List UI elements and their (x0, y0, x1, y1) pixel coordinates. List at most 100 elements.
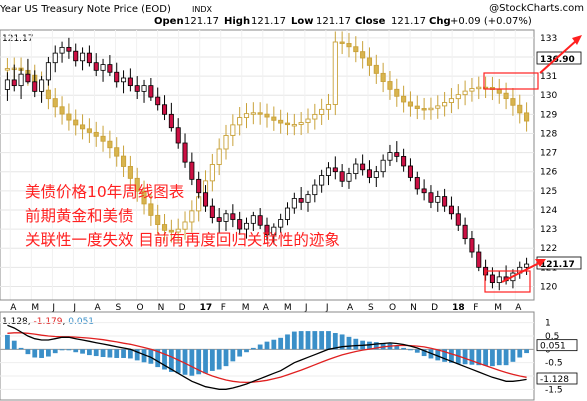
macd-y-tick-label: 0.5 (545, 332, 559, 342)
gold-candle-body (476, 86, 482, 90)
gold-candle-body (243, 113, 250, 119)
macd-histogram-bar (291, 331, 297, 350)
macd-histogram-bar (305, 331, 311, 350)
macd-histogram-bar (442, 349, 448, 362)
gold-candle-body (189, 210, 195, 223)
candle-body (168, 113, 174, 129)
macd-histogram-bar (39, 349, 44, 358)
high-label: High (224, 16, 250, 27)
x-tick-label: J (51, 303, 55, 313)
candle-body (298, 198, 304, 203)
gold-candle-body (66, 113, 72, 121)
gold-candle-body (100, 135, 106, 142)
candle-body (100, 64, 106, 71)
macd-histogram-bar (319, 331, 325, 350)
gold-candle-body (250, 112, 256, 115)
candle-body (373, 171, 379, 178)
chart-title: Year US Treasury Note Price (EOD) (0, 4, 171, 15)
macd-histogram-bar (503, 349, 509, 366)
candle-body (121, 77, 127, 83)
open-label: Open (154, 16, 184, 27)
macd-histogram-bar (46, 349, 51, 357)
highlight-box-top (483, 72, 539, 90)
macd-histogram-bar (59, 349, 65, 351)
gold-candle-body (141, 190, 147, 205)
macd-histogram-bar (524, 349, 529, 354)
candle-body (524, 263, 530, 268)
y-tick-label: 120 (540, 282, 557, 292)
gold-candle-body (387, 81, 393, 90)
candle-body (407, 165, 413, 178)
x-tick-label: A (94, 303, 101, 313)
macd-histogram-bar (162, 349, 167, 370)
month-axis: A M J J A S O N D 17 F M A M J J A S O N D 18 F M A (0, 299, 534, 313)
candle-body (162, 104, 168, 115)
macd-histogram-bar (496, 349, 502, 366)
index-tag: INDX (192, 5, 213, 14)
candle-body (360, 163, 366, 171)
x-tick-label: A (515, 303, 522, 313)
macd-histogram-bar (244, 349, 249, 353)
macd-histogram-bar (449, 349, 454, 363)
candle-body (271, 226, 277, 236)
gold-candle-body (394, 88, 400, 97)
candle-body (401, 155, 407, 167)
candle-body (52, 52, 58, 64)
gold-candle-body (353, 46, 359, 53)
candle-body (414, 177, 420, 190)
candle-body (196, 178, 202, 194)
y-tick-label: 123 (540, 225, 557, 235)
gold-candle-body (312, 113, 318, 120)
gold-candle-body (209, 164, 215, 182)
x-tick-label: O (389, 303, 396, 313)
y-tick-label: 125 (540, 187, 557, 197)
gold-candle-body (291, 124, 297, 127)
candle-body (366, 169, 372, 178)
gold-candle-body (59, 106, 65, 115)
macd-value-badge: -1.128 (540, 375, 569, 385)
candle-body (182, 142, 188, 163)
gold-candle-body (442, 102, 448, 107)
macd-histogram-bar (285, 334, 290, 350)
macd-histogram-bar (476, 349, 482, 366)
price-panel (0, 29, 535, 301)
candle-body (39, 79, 45, 92)
signal-line (7, 332, 527, 384)
macd-histogram-bar (52, 349, 58, 354)
macd-params-label: 1.128, -1.179, 0.051 (2, 317, 94, 327)
gold-candle-body (79, 124, 86, 130)
gold-candle-body (325, 104, 332, 110)
macd-histogram-bar (223, 349, 229, 367)
gold-candle-body (414, 105, 420, 109)
gold-candle-body (346, 43, 352, 48)
gold-candle-body (271, 116, 277, 121)
signal-value-label: -1.179 (34, 317, 63, 327)
candle-body (230, 213, 236, 220)
macd-series (0, 322, 534, 390)
close-value: 121.17 (391, 16, 426, 27)
gold-candle-body (120, 155, 127, 167)
macd-histogram-bar (483, 349, 488, 366)
candle-body (257, 215, 263, 226)
macd-histogram-bar (107, 349, 113, 358)
macd-histogram-bar (250, 347, 256, 350)
macd-histogram-bar (271, 339, 277, 350)
candle-body (312, 184, 318, 196)
y-tick-label: 130 (540, 91, 557, 101)
gold-candle-body (373, 64, 379, 74)
macd-histogram-bar (80, 349, 85, 354)
candle-body (455, 213, 461, 226)
candle-body (325, 167, 331, 176)
macd-histogram-bar (257, 344, 263, 350)
macd-histogram-bar (517, 349, 523, 358)
macd-histogram-bar (380, 343, 386, 350)
gold-candle-body (305, 118, 311, 124)
macd-histogram-bar (216, 349, 222, 370)
candle-body (469, 238, 475, 253)
low-label: Low (291, 16, 313, 27)
gold-candle-body (237, 117, 243, 126)
candle-body (59, 46, 65, 54)
overlay-price-badge-box (536, 51, 582, 65)
hist-value-badge-box (536, 339, 578, 352)
